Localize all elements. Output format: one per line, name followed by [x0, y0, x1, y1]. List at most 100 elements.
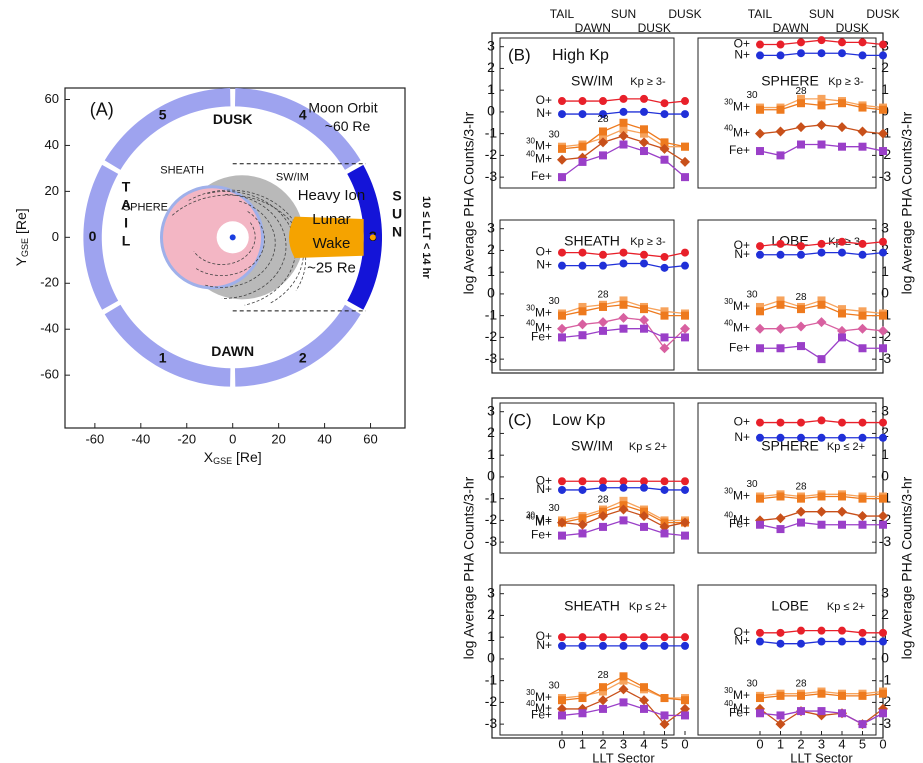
- marker: [756, 628, 764, 637]
- marker: [619, 496, 628, 505]
- ion-label: N+: [536, 482, 552, 496]
- field-line: [207, 191, 296, 306]
- ion-name: O+: [734, 37, 750, 51]
- top-tick-label: TAIL: [550, 7, 575, 21]
- ion-label: 30M+: [724, 297, 750, 313]
- marker: [858, 691, 867, 700]
- y-tick-label: 3: [881, 584, 889, 600]
- x-tick-label: 0: [681, 736, 688, 751]
- marker: [817, 355, 826, 364]
- marker: [797, 38, 805, 47]
- y-tick-label: 3: [487, 37, 495, 53]
- marker: [558, 248, 566, 257]
- marker: [756, 302, 764, 311]
- field-line: [171, 194, 307, 291]
- marker: [640, 250, 648, 259]
- marker: [599, 97, 607, 106]
- y-tick-label: 40: [45, 137, 59, 152]
- ylabel-main: Y: [13, 256, 29, 266]
- marker: [660, 633, 669, 642]
- xlabel-label: XGSE [Re]: [204, 449, 262, 467]
- marker: [557, 703, 567, 714]
- marker: [659, 521, 670, 532]
- ion-label: N+: [536, 638, 552, 652]
- marker: [796, 321, 806, 332]
- marker: [558, 173, 566, 182]
- marker: [618, 504, 629, 515]
- field-line: [205, 200, 276, 288]
- x-tick-label: 0: [229, 431, 236, 446]
- marker: [680, 156, 690, 167]
- group-condition: Low Kp: [552, 412, 605, 429]
- marker: [776, 711, 785, 720]
- y-tick-label: 3: [487, 584, 495, 600]
- marker: [756, 147, 764, 156]
- marker: [681, 531, 689, 540]
- x-tick-label: 4: [640, 736, 647, 751]
- marker: [660, 307, 669, 316]
- subplot: [697, 219, 877, 371]
- marker: [797, 518, 805, 527]
- subplot-title: SW/IM: [571, 73, 613, 89]
- y-tick-label: 0: [881, 650, 889, 666]
- marker: [797, 433, 805, 442]
- ion-name: N+: [536, 106, 552, 120]
- marker: [878, 325, 888, 336]
- marker: [660, 155, 669, 164]
- marker: [817, 296, 826, 305]
- marker: [838, 237, 846, 246]
- marker: [619, 259, 628, 268]
- sector-label: 2: [299, 349, 307, 365]
- marker: [816, 317, 827, 328]
- x-axis-label: LLT Sector: [592, 750, 655, 763]
- subplot-title: SHEATH: [564, 233, 620, 249]
- y-tick-label: 3: [881, 402, 889, 418]
- marker: [660, 138, 669, 147]
- y-tick-label: -40: [40, 321, 59, 336]
- mass-tag: 30: [746, 90, 758, 101]
- marker: [619, 324, 628, 333]
- marker: [879, 709, 887, 718]
- marker: [817, 433, 826, 442]
- ion-name: M+: [535, 513, 552, 527]
- marker: [558, 110, 566, 119]
- marker: [578, 485, 587, 494]
- marker: [858, 418, 867, 427]
- marker: [599, 477, 607, 486]
- marker: [681, 173, 689, 182]
- y-tick-label: 0: [52, 229, 59, 244]
- marker: [797, 140, 805, 149]
- y-axis-label: log Average PHA Counts/3-hr: [461, 476, 477, 659]
- marker: [599, 641, 607, 650]
- x-tick-label: 5: [661, 736, 668, 751]
- mass-tag: 30: [746, 479, 758, 490]
- ion-label: Fe+: [531, 708, 552, 722]
- y-tick-label: -3: [485, 168, 498, 184]
- marker: [618, 312, 629, 323]
- marker: [756, 242, 764, 251]
- marker: [838, 38, 846, 47]
- marker: [857, 126, 868, 137]
- sector-label: 1: [159, 349, 167, 365]
- y-tick-label: 1: [487, 81, 495, 97]
- ion-prefix: 40: [526, 319, 535, 328]
- y-tick-label: -2: [485, 146, 498, 162]
- marker: [816, 119, 827, 130]
- marker: [797, 494, 805, 503]
- marker: [776, 40, 785, 49]
- ion-name: O+: [734, 238, 750, 252]
- marker: [599, 250, 607, 259]
- ion-label: O+: [536, 93, 552, 107]
- marker: [776, 639, 785, 648]
- marker: [817, 239, 826, 248]
- ylabel-unit: [Re]: [13, 208, 29, 238]
- ion-name: N+: [536, 638, 552, 652]
- x-tick-label: 1: [777, 736, 784, 751]
- ion-label: N+: [536, 258, 552, 272]
- marker: [598, 695, 608, 706]
- ion-label: N+: [734, 430, 750, 444]
- x-tick-label: -60: [85, 431, 104, 446]
- marker: [838, 99, 846, 108]
- marker: [756, 433, 764, 442]
